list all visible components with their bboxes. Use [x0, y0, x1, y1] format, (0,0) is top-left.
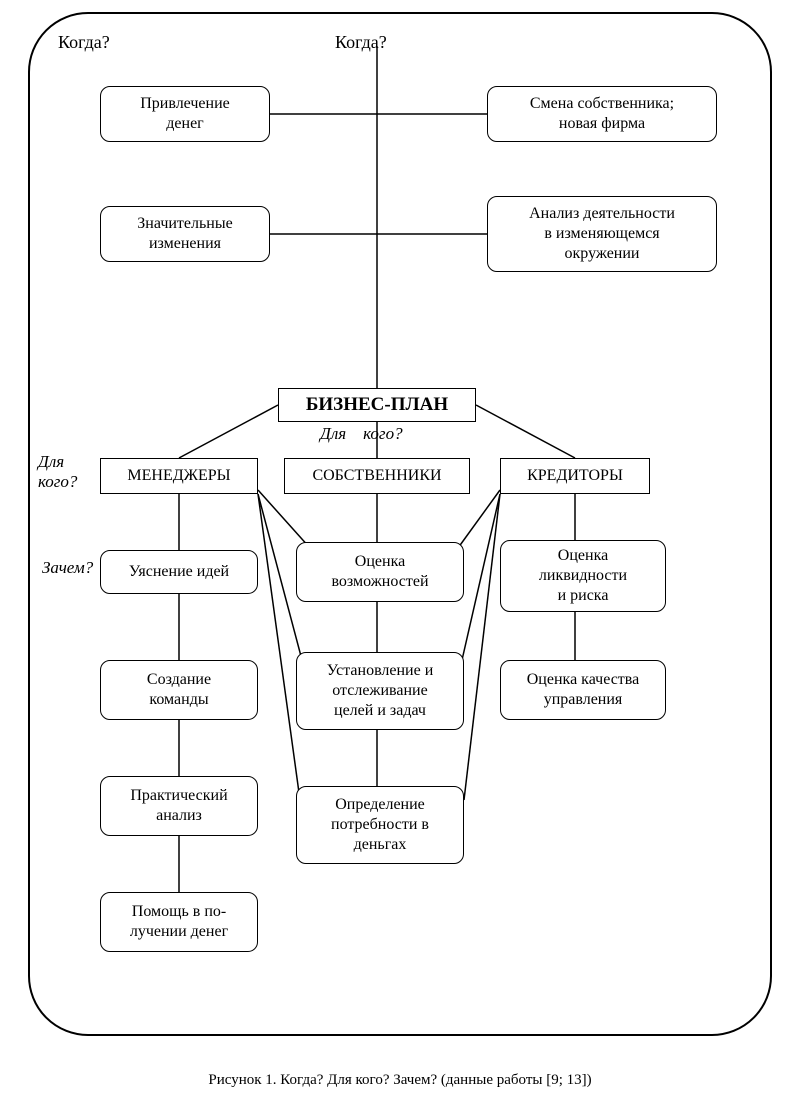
node-n_owner: Смена собственника;новая фирма [487, 86, 717, 142]
label-q_when_right: Когда? [335, 32, 387, 53]
label-q_why_left: Зачем? [42, 558, 93, 578]
node-n_o1: Оценкавозможностей [296, 542, 464, 602]
node-n_o2: Установление иотслеживаниецелей и задач [296, 652, 464, 730]
node-n_m1: Уяснение идей [100, 550, 258, 594]
node-n_analysis: Анализ деятельностив изменяющемсяокружен… [487, 196, 717, 272]
label-q_forwhom_center: Для кого? [320, 424, 403, 444]
node-n_owners: СОБСТВЕННИКИ [284, 458, 470, 494]
node-n_creditors: КРЕДИТОРЫ [500, 458, 650, 494]
node-n_attract: Привлечениеденег [100, 86, 270, 142]
node-n_c2: Оценка качествауправления [500, 660, 666, 720]
node-n_m4: Помощь в по-лучении денег [100, 892, 258, 952]
label-q_forwhom_left: Длякого? [38, 452, 77, 492]
node-n_managers: МЕНЕДЖЕРЫ [100, 458, 258, 494]
diagram-frame [28, 12, 772, 1036]
figure-caption: Рисунок 1. Когда? Для кого? Зачем? (данн… [0, 1072, 800, 1089]
node-n_o3: Определениепотребности вденьгах [296, 786, 464, 864]
node-n_c1: Оценкаликвидностии риска [500, 540, 666, 612]
node-n_bp: БИЗНЕС-ПЛАН [278, 388, 476, 422]
node-n_m3: Практическийанализ [100, 776, 258, 836]
node-n_m2: Созданиекоманды [100, 660, 258, 720]
node-n_changes: Значительныеизменения [100, 206, 270, 262]
label-q_when_left: Когда? [58, 32, 110, 53]
